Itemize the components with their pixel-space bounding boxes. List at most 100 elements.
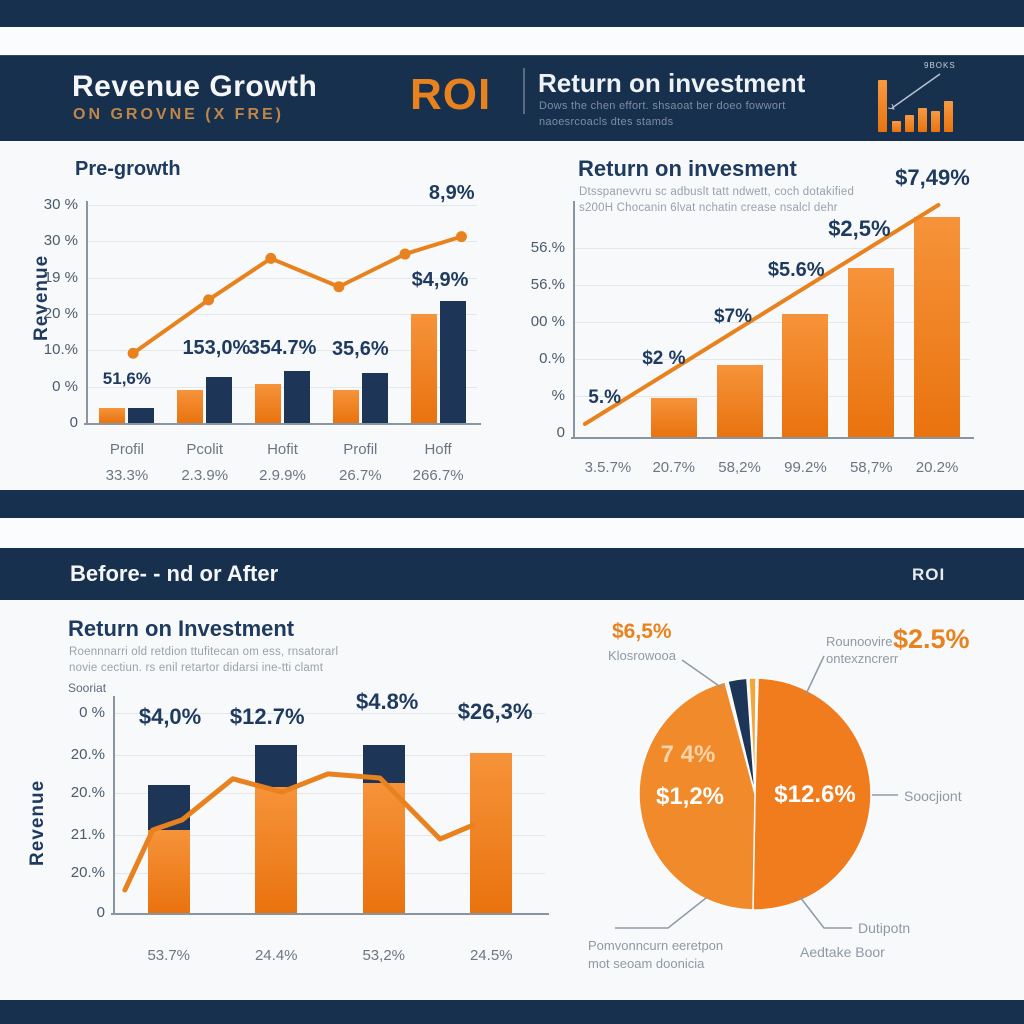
x-axis-line — [571, 437, 974, 439]
gridline — [88, 350, 477, 352]
band2-roi-label: ROI — [912, 565, 946, 584]
data-label: $12.7% — [229, 703, 305, 729]
gridline — [115, 793, 545, 795]
y-tick-label: 0 % — [79, 703, 105, 721]
icon-bar — [878, 80, 887, 132]
y-tick-label: 21.% — [70, 826, 105, 844]
gridline — [115, 754, 545, 756]
x-label-line1: Hofit — [267, 441, 298, 458]
x-label-line2: 266.7% — [412, 466, 464, 484]
y-tick-label: 0 — [556, 424, 565, 442]
data-label: $2,5% — [828, 216, 891, 242]
icon-bar — [944, 101, 953, 132]
gridline — [115, 712, 545, 714]
y-tick-label: 56.% — [530, 238, 565, 256]
pie-tl-value: $6,5% — [612, 620, 672, 643]
bar-orange — [177, 390, 204, 423]
section2-band — [0, 548, 1024, 600]
pie-inner-label: $1,2% — [655, 783, 725, 810]
data-label: 153,0% — [182, 336, 251, 359]
gridline — [88, 314, 477, 315]
data-label: 35,6% — [331, 337, 389, 360]
x-tick-label: 99.2% — [784, 459, 827, 476]
data-label: 8,9% — [428, 182, 475, 204]
y-tick-label: 20.% — [70, 863, 105, 881]
bar-orange — [848, 267, 895, 437]
y-tick-label: 19 % — [43, 268, 78, 286]
x-label-line2: 2.3.9% — [181, 466, 229, 484]
pie-tr-label1: Rounoovire — [826, 634, 893, 649]
y-axis-line — [86, 201, 88, 425]
bar-navy — [361, 372, 388, 423]
chart3-y-axis-label: Revenue — [27, 779, 48, 866]
bar-orange — [782, 314, 829, 437]
chart3-small-label: Sooriat — [68, 681, 107, 695]
band2-title: Before- - nd or After — [70, 561, 279, 586]
bar-navy — [128, 407, 155, 423]
gridline — [88, 205, 477, 206]
data-label: $4.8% — [355, 688, 419, 714]
x-label-line2: 26.7% — [339, 466, 382, 484]
trend-line — [127, 231, 467, 359]
y-axis-line — [113, 696, 115, 915]
x-label-line2: 33.3% — [105, 466, 149, 484]
header-right-sub2: naoesrcoacls dtes stamds — [539, 116, 674, 128]
icon-bar — [905, 115, 914, 132]
chart3-title: Return on Investment — [68, 616, 295, 641]
pie-inner-label: 7 4% — [660, 741, 716, 768]
before-after-plot: 0 % 20.% 20.% 21.% 20.% 0 53.7% 24.4% 53,2% 24.5%… — [71, 689, 549, 964]
y-tick-label: % — [551, 386, 565, 404]
x-tick-label: 20.2% — [915, 459, 959, 476]
icon-bar — [931, 111, 940, 132]
gridline — [88, 386, 477, 388]
data-label: $7,49% — [895, 165, 970, 191]
y-tick-label: 0 — [96, 904, 105, 921]
chart2-sub1: Dtsspanevvru sc adbuslt tatt ndwett, coc… — [579, 186, 855, 198]
bar-navy — [439, 300, 466, 423]
gridline — [88, 241, 477, 243]
chart3-sub1: Roennnarri old retdion ttufitecan om ess… — [69, 646, 339, 658]
pie-tl-label: Klosrowooa — [608, 648, 676, 663]
y-tick-label: 20.% — [70, 784, 105, 802]
pie-tr-label2: ontexzncrerr — [826, 651, 899, 666]
pie-bl-label2: mot seoam doonicia — [588, 956, 705, 971]
bar-orange — [255, 787, 298, 913]
x-tick-label: 58,7% — [849, 459, 893, 476]
x-tick-label: Hofit 2.9.9% — [228, 437, 338, 488]
bar-orange — [99, 407, 126, 423]
y-tick-label: 20 % — [43, 305, 78, 322]
data-label: $4,9% — [411, 269, 469, 292]
chart1-title: Pre-growth — [75, 158, 181, 180]
bar-orange — [147, 829, 190, 913]
data-label: 5.% — [588, 387, 621, 409]
y-tick-label: 30 % — [43, 232, 78, 250]
data-label: $4,0% — [138, 703, 202, 729]
x-label-line2: 2.9.9% — [259, 466, 306, 484]
bar-chart-icon: 9BOKS — [878, 61, 978, 132]
x-axis-line — [111, 913, 549, 915]
trend-line — [582, 203, 941, 427]
gridline — [575, 285, 970, 287]
bar-orange — [410, 314, 437, 423]
icon-bar — [918, 108, 927, 132]
x-tick-label: Profil 33.3% — [72, 437, 182, 488]
header-subtitle: ON GROVNE (X FRE) — [73, 106, 285, 123]
chart2-sub2: s200H Chocanin 6lvat nchatin crease nsal… — [579, 202, 838, 214]
y-tick-label: 0 — [69, 414, 78, 431]
x-tick-label: 53,2% — [362, 947, 406, 964]
y-tick-label: 30 % — [43, 196, 78, 213]
gridline — [575, 359, 970, 361]
x-tick-label: 24.4% — [254, 947, 298, 964]
header-right-sub1: Dows the chen effort. shsaoat ber doeo f… — [539, 100, 786, 112]
icon-label: 9BOKS — [924, 61, 956, 70]
top-strip — [0, 0, 1024, 27]
y-tick-label: 00 % — [530, 312, 565, 330]
pie-right-label: Soocjiont — [904, 788, 962, 804]
bar-navy — [255, 744, 298, 788]
y-tick-label: 0 % — [52, 377, 78, 395]
chart2-title: Return on invesment — [578, 156, 797, 181]
y-tick-label: 56.% — [530, 276, 565, 294]
pie-bl-label1: Pomvonncurn eeretpon — [588, 938, 724, 953]
gridline — [575, 321, 970, 323]
bar-orange — [332, 390, 359, 423]
